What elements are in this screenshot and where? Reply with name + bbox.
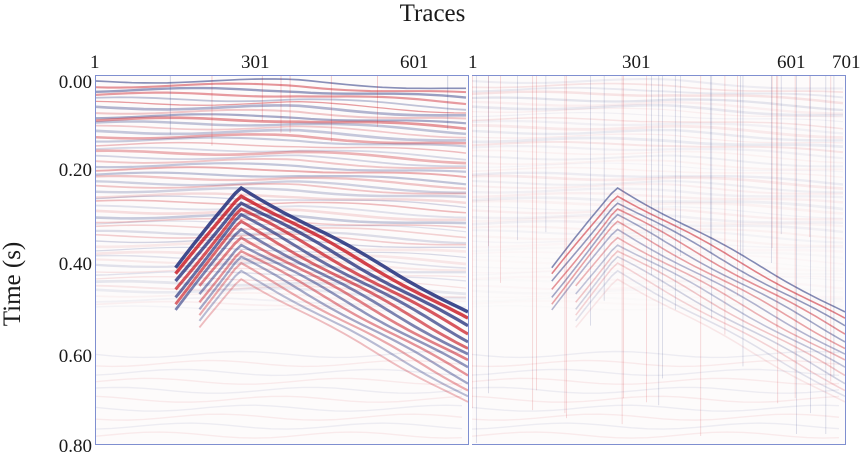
left-x-tick-1: 1 — [90, 52, 100, 73]
y-tick-2: 0.40 — [58, 254, 92, 275]
right-x-tick-601: 601 — [777, 52, 806, 73]
right-x-tick-701: 701 — [832, 52, 861, 73]
y-axis-label: Time (s) — [0, 241, 26, 327]
right-x-tick-301: 301 — [622, 52, 651, 73]
y-tick-3: 0.60 — [58, 346, 92, 367]
right-x-tick-1: 1 — [468, 52, 478, 73]
figure-title: Traces — [399, 0, 466, 27]
left-x-tick-601: 601 — [400, 52, 429, 73]
seismic-image-right — [472, 76, 845, 444]
seismic-panel-right — [472, 75, 846, 445]
left-x-tick-301: 301 — [241, 52, 270, 73]
seismic-image-left — [96, 76, 468, 439]
y-tick-0: 0.00 — [58, 72, 92, 93]
seismic-panel-left — [95, 75, 469, 445]
y-tick-1: 0.20 — [58, 160, 92, 181]
y-tick-4: 0.80 — [58, 436, 92, 457]
